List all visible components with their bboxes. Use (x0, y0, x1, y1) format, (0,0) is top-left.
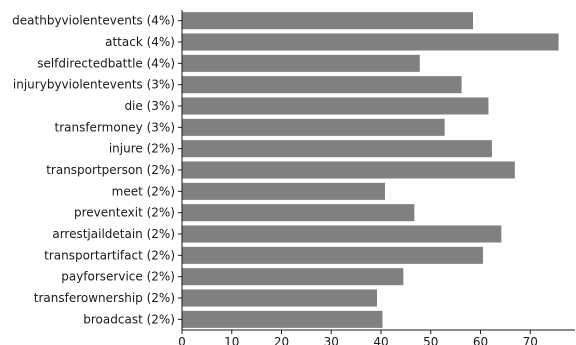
category-labels-group: deathbyviolentevents (4%) attack (4%) self… (12, 14, 182, 326)
bar-12 (182, 268, 404, 286)
category-label-8: meet (2%) (112, 184, 175, 198)
bar-8 (182, 182, 385, 200)
bar-2 (182, 54, 420, 72)
category-label-1: attack (4%) (105, 35, 175, 49)
x-tick-label-7: 70 (523, 335, 538, 345)
category-label-7: transportperson (2%) (46, 163, 175, 177)
category-label-12: payforservice (2%) (61, 270, 175, 284)
category-label-6: injure (2%) (109, 142, 175, 156)
x-tick-label-5: 50 (423, 335, 438, 345)
category-label-4: die (3%) (124, 99, 175, 113)
bar-1 (182, 33, 559, 51)
bar-0 (182, 12, 474, 30)
bar-9 (182, 204, 415, 222)
category-label-2: selfdirectedbattle (4%) (37, 56, 175, 70)
bars-group (182, 12, 559, 328)
category-label-5: transfermoney (3%) (54, 120, 175, 134)
category-label-14: broadcast (2%) (83, 312, 175, 326)
bar-14 (182, 310, 383, 328)
category-label-0: deathbyviolentevents (4%) (12, 14, 175, 28)
bar-6 (182, 140, 492, 158)
x-axis: 0 10 20 30 40 50 60 70 (178, 329, 575, 345)
bar-4 (182, 97, 489, 115)
category-label-11: transportartifact (2%) (44, 248, 175, 262)
x-tick-label-6: 60 (473, 335, 488, 345)
category-label-10: arrestjaildetain (2%) (52, 227, 175, 241)
x-tick-label-4: 40 (373, 335, 388, 345)
x-tick-label-0: 0 (178, 335, 186, 345)
x-tick-label-2: 20 (274, 335, 289, 345)
bar-13 (182, 289, 378, 307)
x-tick-label-1: 10 (224, 335, 239, 345)
category-label-9: preventexit (2%) (74, 206, 175, 220)
category-label-3: injurybyviolentevents (3%) (13, 78, 175, 92)
bar-3 (182, 76, 462, 94)
bar-7 (182, 161, 515, 179)
bar-5 (182, 118, 445, 136)
x-tick-label-3: 30 (324, 335, 339, 345)
category-label-13: transferownership (2%) (34, 291, 175, 305)
bar-10 (182, 225, 502, 243)
bar-11 (182, 246, 483, 264)
